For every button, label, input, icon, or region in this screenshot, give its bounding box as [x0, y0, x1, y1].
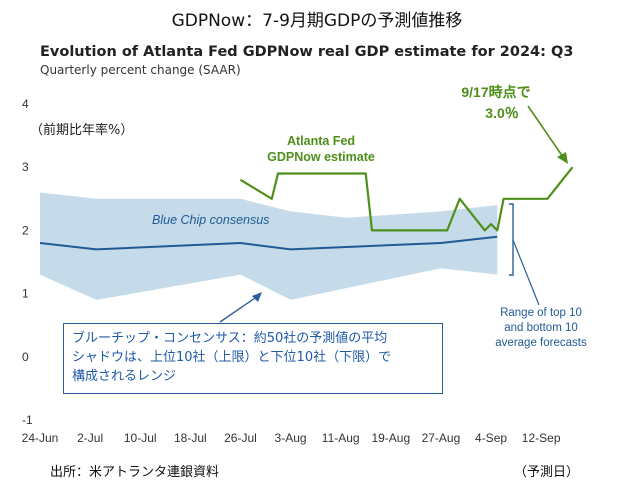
latest-arrow-line [527, 105, 564, 158]
latest-arrow-head [557, 152, 568, 164]
blue-chip-line [39, 235, 498, 251]
x-tick-label: 26-Jul [224, 431, 257, 445]
y-tick-label: 4 [22, 97, 29, 111]
latest-value-label: 9/17時点で [461, 84, 530, 100]
y-tick-label: 1 [22, 287, 29, 301]
latest-value-label: 3.0％ [485, 105, 518, 121]
gdpnow-label: Atlanta Fed [287, 134, 355, 148]
gdpnow-line [239, 166, 574, 232]
callout-arrow-line [219, 295, 259, 323]
y-tick-label: 2 [22, 223, 29, 237]
source-note: 出所：米アトランタ連銀資料 [50, 465, 220, 480]
range-bracket [509, 203, 514, 276]
y-tick-label: 0 [22, 350, 29, 364]
page-title: GDPNow：7-9月期GDPの予測値推移 [171, 11, 463, 31]
x-tick-label: 19-Aug [371, 431, 410, 445]
y-unit-note: （前期比年率%） [30, 123, 134, 138]
x-tick-label: 27-Aug [422, 431, 461, 445]
x-unit-note: （予測日） [514, 465, 580, 480]
y-tick-label: 3 [22, 160, 29, 174]
range-label: and bottom 10 [504, 322, 578, 334]
x-tick-label: 18-Jul [174, 431, 207, 445]
x-tick-label: 24-Jun [22, 431, 59, 445]
range-leader-line [512, 239, 540, 306]
band-label: Blue Chip consensus [152, 213, 269, 227]
x-tick-label: 10-Jul [124, 431, 157, 445]
x-tick-label: 4-Sep [475, 431, 507, 445]
callout-line: 構成されるレンジ [72, 369, 177, 384]
y-tick-label: -1 [22, 413, 33, 427]
callout-line: シャドウは、上位10社（上限）と下位10社（下限）で [72, 350, 392, 365]
range-label: average forecasts [495, 337, 587, 349]
gdpnow-label: GDPNow estimate [267, 150, 375, 164]
callout-arrow-head [252, 292, 262, 302]
callout-line: ブルーチップ・コンセンサス：約50社の予測値の平均 [72, 331, 388, 346]
callout-note: ブルーチップ・コンセンサス：約50社の予測値の平均 シャドウは、上位10社（上限… [63, 323, 443, 394]
x-tick-label: 12-Sep [522, 431, 561, 445]
x-tick-label: 2-Jul [77, 431, 103, 445]
range-label: Range of top 10 [500, 307, 582, 319]
chart-subtitle: Quarterly percent change (SAAR) [40, 63, 241, 77]
x-tick-label: 11-Aug [322, 431, 360, 445]
chart-title: Evolution of Atlanta Fed GDPNow real GDP… [40, 44, 574, 60]
x-tick-label: 3-Aug [275, 431, 307, 445]
